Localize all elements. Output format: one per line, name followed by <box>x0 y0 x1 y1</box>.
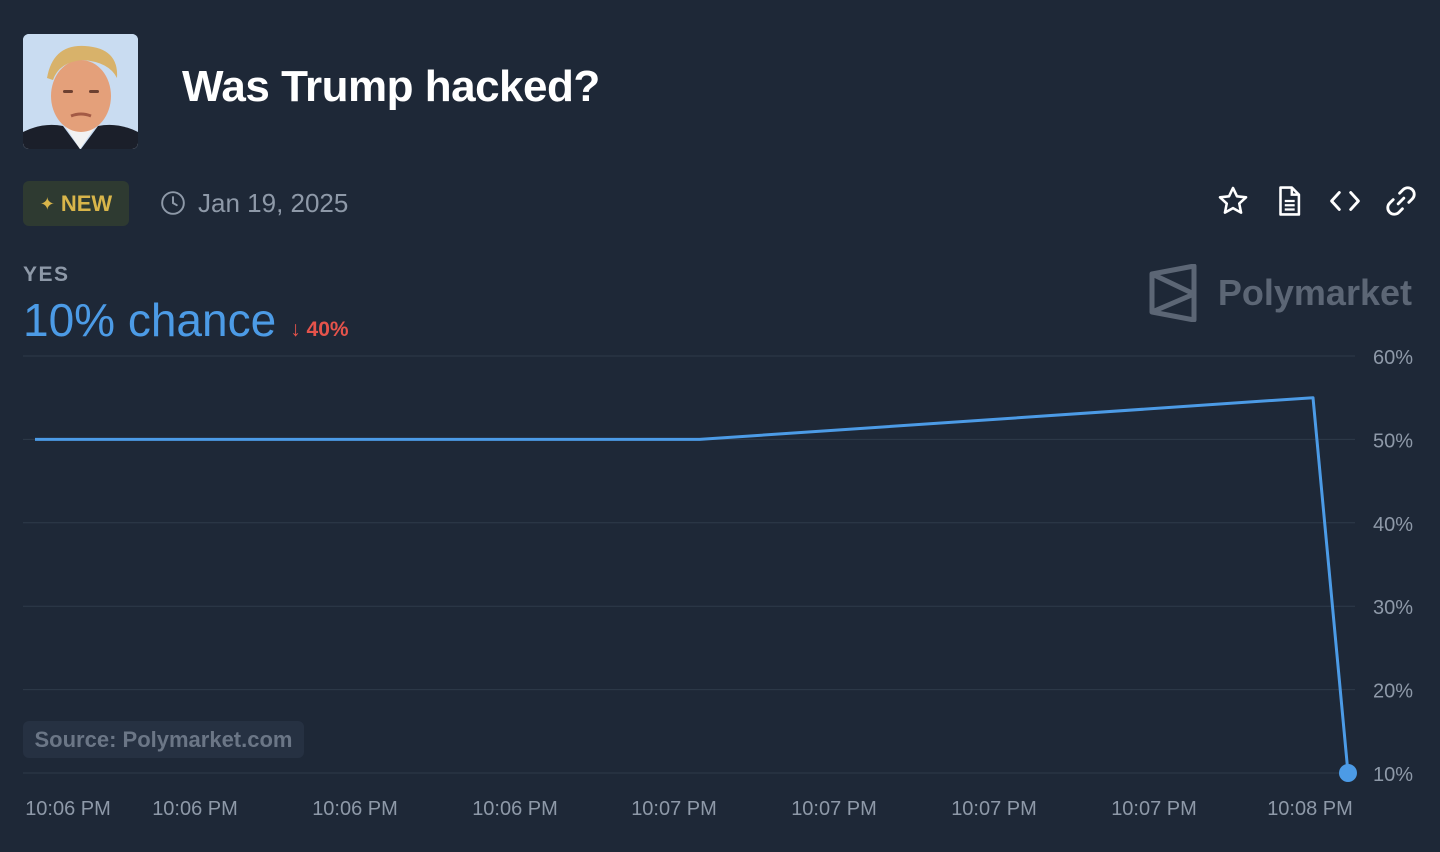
x-tick-label: 10:06 PM <box>312 798 398 820</box>
clock-icon <box>161 191 185 215</box>
chance-value: 10% chance <box>23 294 277 346</box>
x-tick-label: 10:07 PM <box>951 798 1037 820</box>
source-label: Source: Polymarket.com <box>23 721 304 758</box>
outcome-label: YES <box>23 263 70 286</box>
x-tick-label: 10:06 PM <box>25 798 111 820</box>
x-tick-label: 10:06 PM <box>472 798 558 820</box>
y-tick-label: 20% <box>1373 681 1413 703</box>
y-tick-label: 50% <box>1373 430 1413 452</box>
sparkle-icon: ✦ <box>39 193 55 214</box>
price-chart: 60% 50% 40% 30% 20% 10% 10:06 PM 10:06 PM 10:06 … <box>0 340 1440 840</box>
delta-value: 40% <box>306 318 349 341</box>
y-tick-label: 40% <box>1373 514 1413 536</box>
x-tick-label: 10:06 PM <box>152 798 238 820</box>
portrait-image <box>23 34 138 149</box>
y-tick-label: 30% <box>1373 597 1413 619</box>
y-tick-label: 10% <box>1373 764 1413 786</box>
x-tick-label: 10:08 PM <box>1267 798 1353 820</box>
x-tick-label: 10:07 PM <box>1111 798 1197 820</box>
action-bar <box>1216 183 1418 219</box>
new-badge-label: NEW <box>60 190 113 216</box>
market-image <box>23 34 138 149</box>
date-text: Jan 19, 2025 <box>198 187 349 218</box>
x-tick-label: 10:07 PM <box>631 798 717 820</box>
chart-canvas: 60% 50% 40% 30% 20% 10% 10:06 PM 10:06 PM 10:06 … <box>23 347 1413 820</box>
new-badge: ✦ NEW <box>23 181 129 226</box>
x-tick-label: 10:07 PM <box>791 798 877 820</box>
chance-delta: ↓ 40% <box>290 318 348 342</box>
document-icon[interactable] <box>1272 183 1306 219</box>
market-date: Jan 19, 2025 <box>160 186 348 220</box>
link-icon[interactable] <box>1384 183 1418 219</box>
code-icon[interactable] <box>1328 183 1362 219</box>
chance-row: 10% chance ↓ 40% <box>23 293 349 347</box>
arrow-down-icon: ↓ <box>290 318 301 341</box>
y-tick-label: 60% <box>1373 347 1413 369</box>
brand-name: Polymarket <box>1217 272 1412 313</box>
series-line <box>35 396 1350 774</box>
polymarket-watermark: Polymarket <box>1148 262 1412 324</box>
endpoint-marker <box>1339 764 1357 782</box>
star-icon[interactable] <box>1216 183 1250 219</box>
polymarket-logo-icon <box>1149 264 1197 322</box>
market-title: Was Trump hacked? <box>182 62 600 111</box>
